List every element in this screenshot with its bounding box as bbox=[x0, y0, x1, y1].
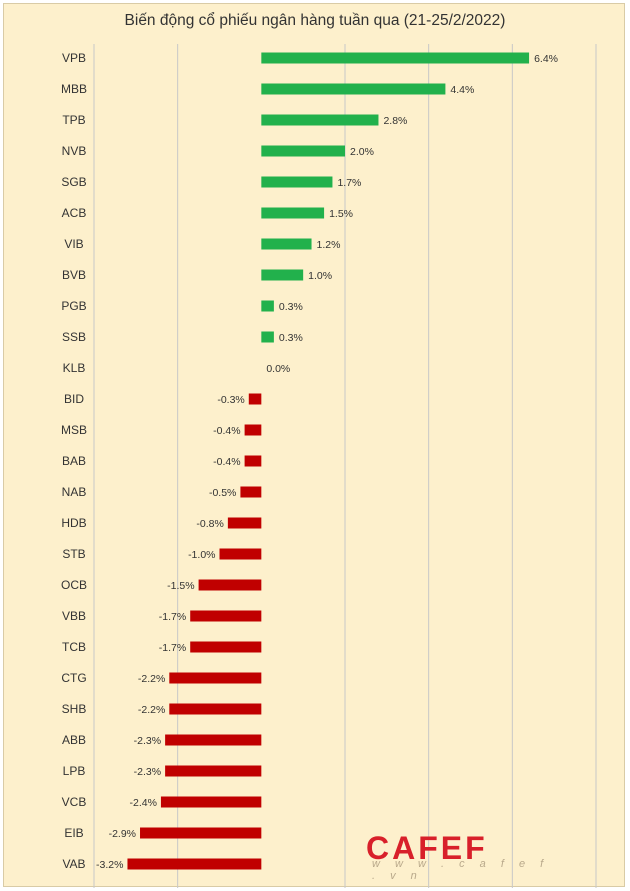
bar-vbb bbox=[190, 610, 262, 622]
data-label: -1.0% bbox=[188, 549, 215, 561]
category-label: BVB bbox=[62, 268, 86, 282]
data-label: -2.3% bbox=[134, 735, 161, 747]
bar-vcb bbox=[160, 796, 262, 808]
data-label: -0.3% bbox=[217, 394, 244, 406]
bar-acb bbox=[261, 207, 325, 219]
bar-vpb bbox=[261, 52, 530, 64]
bar-ocb bbox=[198, 579, 262, 591]
data-label: -2.2% bbox=[138, 673, 165, 685]
bar-shb bbox=[169, 703, 262, 715]
data-label: 1.5% bbox=[329, 208, 353, 220]
bar-ctg bbox=[169, 672, 262, 684]
category-label: ACB bbox=[62, 206, 87, 220]
bar-tcb bbox=[190, 641, 262, 653]
category-label: OCB bbox=[61, 578, 87, 592]
bar-pgb bbox=[261, 300, 274, 312]
data-label: 2.8% bbox=[383, 115, 407, 127]
category-label: CTG bbox=[61, 671, 86, 685]
bar-sgb bbox=[261, 176, 333, 188]
bar-bvb bbox=[261, 269, 304, 281]
bar-vab bbox=[127, 858, 262, 870]
logo-brand: CAFEF bbox=[366, 830, 488, 866]
category-label: STB bbox=[62, 547, 85, 561]
bar-hdb bbox=[227, 517, 262, 529]
category-label: MSB bbox=[61, 423, 87, 437]
data-label: -3.2% bbox=[96, 859, 123, 871]
data-label: -2.3% bbox=[134, 766, 161, 778]
bar-msb bbox=[244, 424, 262, 436]
category-label: PGB bbox=[61, 299, 86, 313]
bar-lpb bbox=[165, 765, 262, 777]
data-label: 2.0% bbox=[350, 146, 374, 158]
data-label: 1.2% bbox=[317, 239, 341, 251]
data-label: -2.2% bbox=[138, 704, 165, 716]
category-label: VAB bbox=[62, 857, 85, 871]
data-label: -0.8% bbox=[196, 518, 223, 530]
data-label: -0.5% bbox=[209, 487, 236, 499]
data-label: 0.3% bbox=[279, 332, 303, 344]
category-label: BID bbox=[64, 392, 84, 406]
category-label: SHB bbox=[62, 702, 87, 716]
data-label: -1.7% bbox=[159, 611, 186, 623]
bar-abb bbox=[165, 734, 262, 746]
category-label: ABB bbox=[62, 733, 86, 747]
data-label: 6.4% bbox=[534, 53, 558, 65]
bar-eib bbox=[140, 827, 262, 839]
category-label: TCB bbox=[62, 640, 86, 654]
category-label: LPB bbox=[63, 764, 86, 778]
data-label: -1.5% bbox=[167, 580, 194, 592]
category-label: VBB bbox=[62, 609, 86, 623]
bar-bab bbox=[244, 455, 262, 467]
bar-ssb bbox=[261, 331, 274, 343]
data-label: 1.7% bbox=[337, 177, 361, 189]
category-label: BAB bbox=[62, 454, 86, 468]
bar-mbb bbox=[261, 83, 446, 95]
category-label: VIB bbox=[64, 237, 83, 251]
data-label: -1.7% bbox=[159, 642, 186, 654]
bar-nab bbox=[240, 486, 262, 498]
chart-title: Biến động cổ phiếu ngân hàng tuần qua (2… bbox=[124, 12, 506, 29]
data-label: -2.9% bbox=[109, 828, 136, 840]
data-label: -0.4% bbox=[213, 456, 240, 468]
category-label: MBB bbox=[61, 82, 87, 96]
category-label: VCB bbox=[62, 795, 87, 809]
data-label: -2.4% bbox=[129, 797, 156, 809]
data-label: 0.0% bbox=[266, 363, 290, 375]
bar-nvb bbox=[261, 145, 345, 157]
bar-stb bbox=[219, 548, 262, 560]
category-label: EIB bbox=[64, 826, 83, 840]
category-label: VPB bbox=[62, 51, 86, 65]
category-label: SGB bbox=[61, 175, 86, 189]
logo-url: w w w . c a f e f . v n bbox=[372, 858, 550, 882]
category-label: HDB bbox=[61, 516, 86, 530]
data-label: 0.3% bbox=[279, 301, 303, 313]
bar-tpb bbox=[261, 114, 379, 126]
category-label: SSB bbox=[62, 330, 86, 344]
category-label: TPB bbox=[62, 113, 85, 127]
bar-chart: VPB 6.4% MBB 4.4% TPB 2.8% NVB 2.0% SGB 1.7% ACB 1.… bbox=[61, 44, 597, 888]
data-label: 4.4% bbox=[450, 84, 474, 96]
category-label: NVB bbox=[62, 144, 87, 158]
data-label: 1.0% bbox=[308, 270, 332, 282]
bar-bid bbox=[248, 393, 262, 405]
category-label: NAB bbox=[62, 485, 87, 499]
chart-frame: Biến động cổ phiếu ngân hàng tuần qua (2… bbox=[3, 3, 625, 888]
cafef-logo: CAFEF w w w . c a f e f . v n bbox=[366, 830, 566, 882]
category-label: KLB bbox=[63, 361, 86, 375]
bar-vib bbox=[261, 238, 312, 250]
data-label: -0.4% bbox=[213, 425, 240, 437]
